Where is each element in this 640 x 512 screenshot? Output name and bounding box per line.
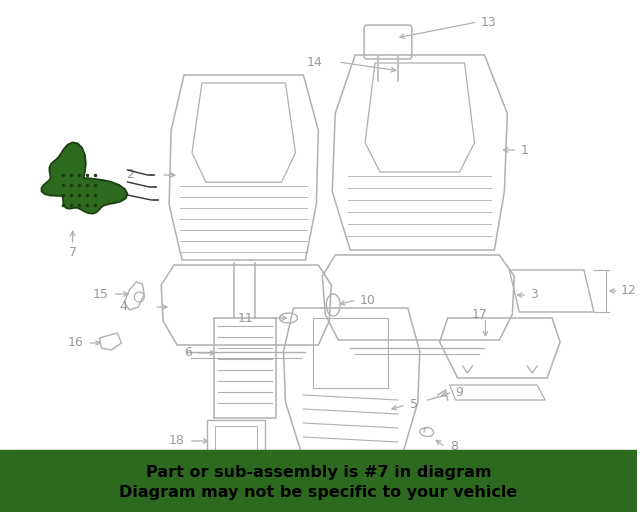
Text: 15: 15 bbox=[93, 288, 108, 301]
Text: 2: 2 bbox=[127, 168, 134, 181]
Text: 4: 4 bbox=[120, 301, 127, 313]
Text: 1: 1 bbox=[520, 143, 528, 157]
Text: 10: 10 bbox=[360, 293, 376, 307]
Text: 12: 12 bbox=[621, 285, 637, 297]
Bar bbox=[215, 426, 257, 456]
Text: 13: 13 bbox=[481, 15, 496, 29]
Text: 3: 3 bbox=[530, 288, 538, 302]
Text: Diagram may not be specific to your vehicle: Diagram may not be specific to your vehi… bbox=[119, 484, 518, 500]
Text: 7: 7 bbox=[68, 246, 77, 260]
Text: 6: 6 bbox=[184, 347, 192, 359]
Polygon shape bbox=[42, 142, 127, 214]
Bar bbox=[214, 318, 276, 418]
Text: 17: 17 bbox=[472, 308, 488, 321]
Bar bbox=[207, 420, 264, 462]
Text: 16: 16 bbox=[68, 336, 84, 350]
Text: 14: 14 bbox=[307, 55, 322, 69]
Text: Part or sub-assembly is #7 in diagram: Part or sub-assembly is #7 in diagram bbox=[145, 464, 491, 480]
Text: 8: 8 bbox=[450, 440, 458, 454]
Text: 18: 18 bbox=[169, 435, 185, 447]
Text: 11: 11 bbox=[238, 311, 253, 325]
Bar bbox=[0, 450, 637, 512]
Text: 5: 5 bbox=[410, 398, 418, 412]
Text: 9: 9 bbox=[456, 386, 463, 398]
